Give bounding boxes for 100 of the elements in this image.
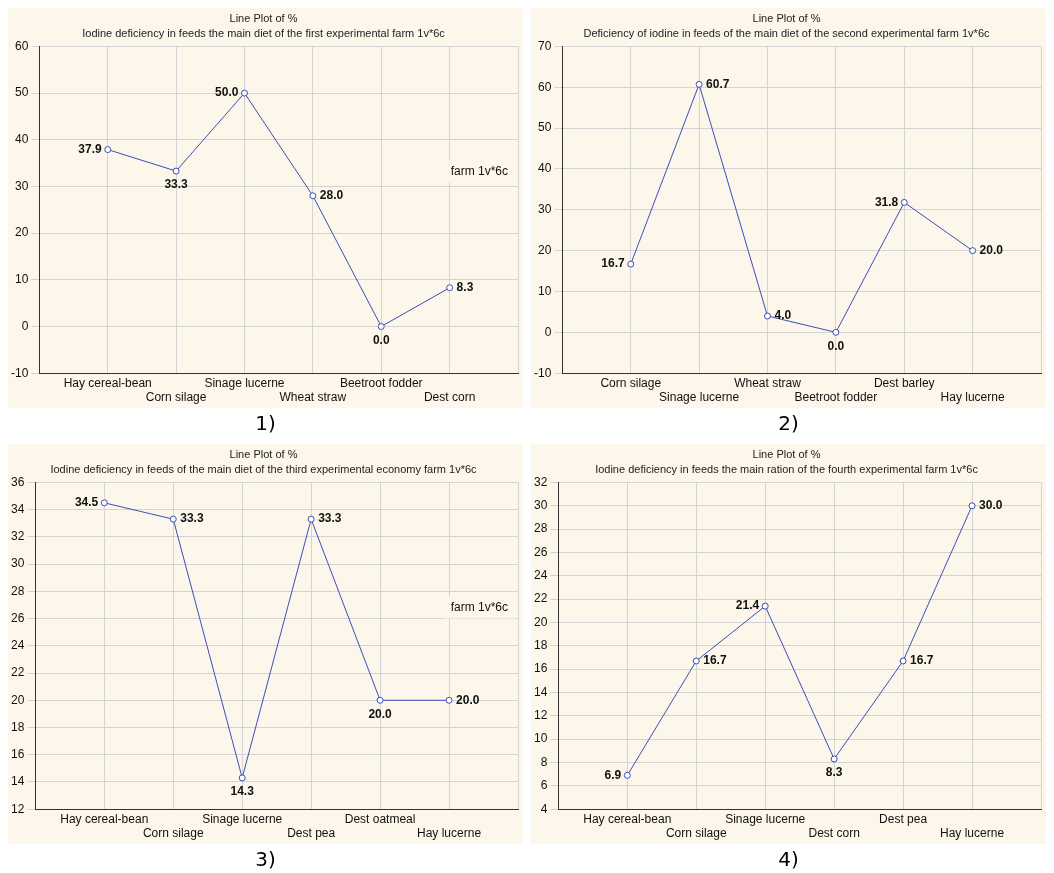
chart-title: Line Plot of %	[229, 447, 298, 460]
point	[309, 192, 317, 200]
data-label: 37.9	[78, 141, 103, 156]
y-tick-label: 30	[10, 556, 25, 571]
point	[376, 696, 384, 704]
chart-title: Line Plot of %	[752, 11, 821, 24]
point	[169, 515, 177, 523]
data-label: 31.8	[874, 194, 899, 209]
data-label: 60.7	[706, 76, 730, 91]
x-tick-label: Dest pea	[287, 826, 336, 841]
data-label: 33.3	[318, 511, 342, 526]
data-label: 34.5	[74, 495, 99, 510]
x-tick-label: Corn silage	[145, 390, 207, 405]
y-tick-label: 20	[14, 225, 29, 240]
point	[240, 89, 248, 97]
chart-subtitle: Iodine deficiency in feeds of the main diet of the third experimental economy farm 1v*6c	[50, 462, 478, 475]
y-tick-label: 30	[533, 498, 548, 513]
y-tick-label: 24	[533, 568, 548, 583]
y-tick-label: 32	[533, 474, 548, 489]
x-tick-label: Hay cereal-bean	[583, 811, 672, 826]
point	[692, 657, 700, 665]
x-tick-label: Dest corn	[423, 390, 476, 405]
x-tick-label: Corn silage	[142, 826, 204, 841]
y-tick-label: 14	[533, 684, 548, 699]
y-tick-label: 50	[537, 120, 552, 135]
y-tick-label: 28	[10, 583, 25, 598]
point	[900, 198, 908, 206]
y-tick-label: 26	[10, 610, 25, 625]
y-tick-label: 24	[10, 638, 25, 653]
y-tick-label: -10	[11, 365, 29, 380]
point	[969, 247, 977, 255]
data-label: 20.0	[979, 242, 1004, 257]
point	[695, 80, 703, 88]
chart-subtitle: Deficiency of iodine in feeds of the main diet of the second experimental farm 1v*6c	[583, 26, 990, 39]
y-tick-label: 14	[10, 774, 25, 789]
y-tick-label: 30	[14, 178, 29, 193]
y-tick-label: 36	[10, 474, 25, 489]
text: 1)	[8, 408, 523, 438]
x-tick-label: Corn silage	[665, 826, 727, 841]
x-tick-label: Sinage lucerne	[204, 375, 285, 390]
y-tick-label: 0	[544, 324, 552, 339]
x-tick-label: Dest barley	[873, 375, 935, 390]
data-label: 50.0	[215, 85, 239, 100]
y-tick-label: 10	[14, 272, 29, 287]
chart-subtitle: Iodine deficiency in feeds the main diet of the first experimental farm 1v*6c	[82, 26, 446, 39]
y-tick-label: 22	[533, 591, 548, 606]
y-tick-label: 28	[533, 521, 548, 536]
x-tick-label: Hay lucerne	[940, 390, 1005, 405]
data-label: 16.7	[910, 653, 934, 668]
data-label: 8.3	[825, 765, 843, 780]
y-tick-label: 70	[537, 38, 552, 53]
y-tick-label: 34	[10, 501, 25, 516]
data-label: 21.4	[735, 598, 760, 613]
y-tick-label: 12	[10, 801, 25, 816]
x-tick-label: Sinage lucerne	[659, 390, 740, 405]
data-label: 8.3	[456, 280, 474, 295]
point	[623, 771, 631, 779]
chart-title: Line Plot of %	[752, 447, 821, 460]
y-tick-label: 18	[533, 638, 548, 653]
y-tick-label: 16	[533, 661, 548, 676]
y-tick-label: 0	[21, 318, 29, 333]
point	[377, 323, 385, 331]
point	[763, 312, 771, 320]
point	[446, 284, 454, 292]
point	[761, 602, 769, 610]
data-label: 0.0	[372, 332, 390, 347]
data-label: 14.3	[230, 784, 255, 799]
y-tick-label: -10	[534, 365, 552, 380]
y-tick-label: 16	[10, 747, 25, 762]
x-tick-label: Hay cereal-bean	[60, 811, 149, 826]
x-tick-label: Beetroot fodder	[794, 390, 878, 405]
data-label: 16.7	[601, 256, 626, 271]
x-tick-label: Dest corn	[808, 826, 860, 841]
point	[100, 499, 108, 507]
x-tick-label: Beetroot fodder	[339, 375, 423, 390]
y-tick-label: 10	[533, 731, 548, 746]
y-tick-label: 22	[10, 665, 25, 680]
y-tick-label: 12	[533, 708, 548, 723]
y-tick-label: 40	[537, 161, 552, 176]
data-label: 30.0	[979, 498, 1003, 513]
y-tick-label: 10	[537, 283, 552, 298]
y-tick-label: 6	[540, 778, 548, 793]
point	[899, 657, 907, 665]
point	[968, 502, 976, 510]
data-label: 28.0	[319, 188, 344, 203]
y-tick-label: 50	[14, 85, 29, 100]
y-tick-label: 60	[537, 79, 552, 94]
data-label: 33.3	[164, 177, 189, 192]
annotation: farm 1v*6c	[450, 163, 509, 178]
point	[307, 515, 315, 523]
y-tick-label: 8	[540, 754, 548, 769]
x-tick-label: Hay lucerne	[940, 826, 1005, 841]
y-tick-label: 18	[10, 719, 25, 734]
y-tick-label: 60	[14, 38, 29, 53]
x-tick-label: Sinage lucerne	[725, 811, 806, 826]
x-tick-label: Wheat straw	[734, 375, 802, 390]
y-tick-label: 30	[537, 202, 552, 217]
y-tick-label: 26	[533, 544, 548, 559]
data-label: 0.0	[827, 338, 845, 353]
data-label: 33.3	[180, 511, 204, 526]
